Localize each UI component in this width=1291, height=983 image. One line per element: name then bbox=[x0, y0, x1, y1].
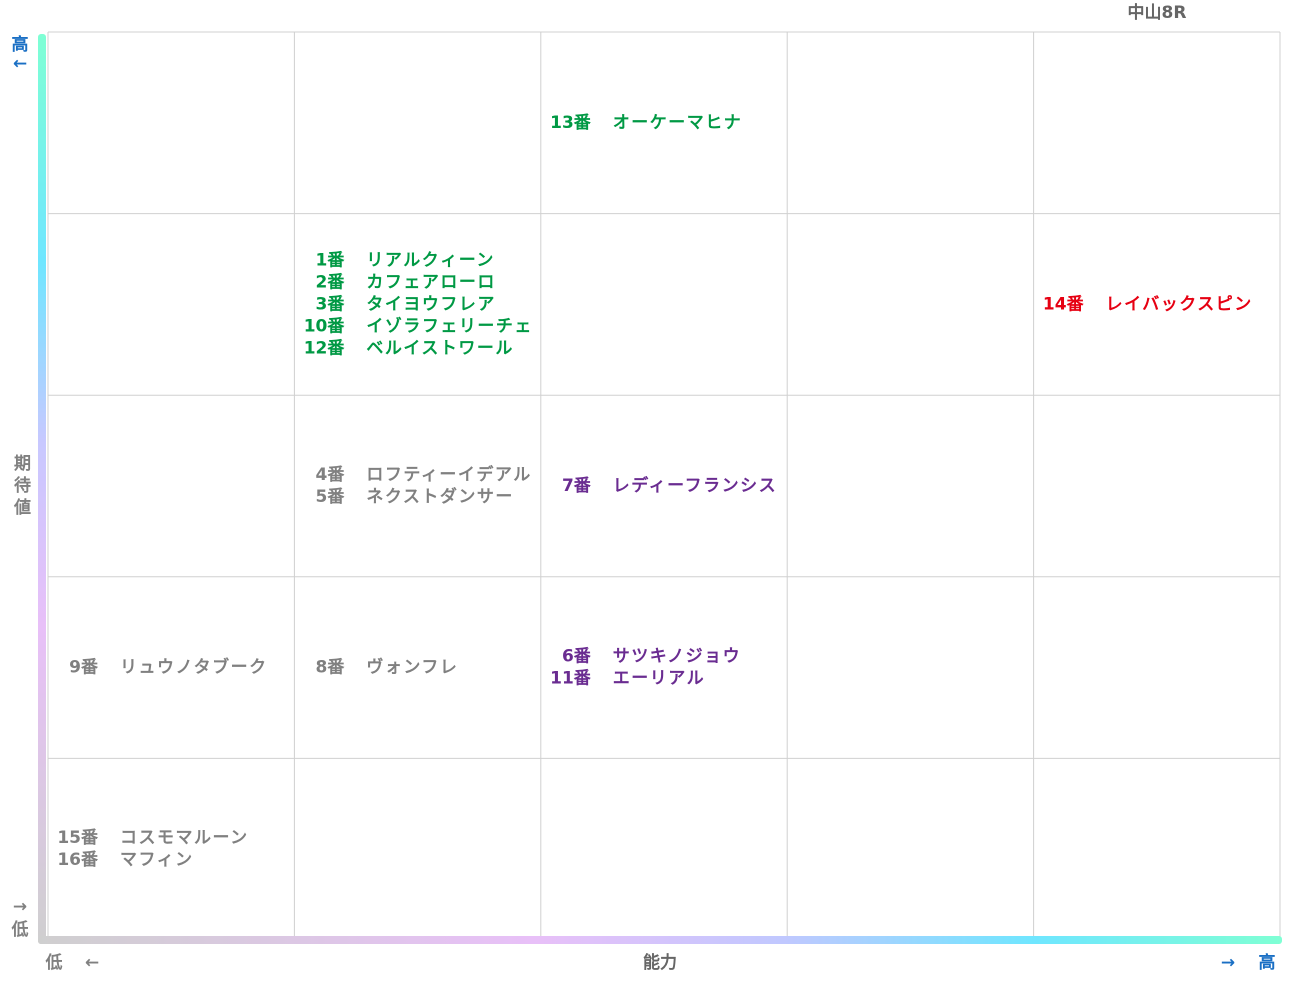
x-low-arrow: ← bbox=[85, 953, 99, 973]
entry-number: 15番 bbox=[57, 828, 99, 848]
entry-number: 6番 bbox=[562, 647, 592, 667]
entry-name: イゾラフェリーチェ bbox=[366, 316, 533, 336]
entry-name: レイバックスピン bbox=[1106, 294, 1253, 314]
entry-name: ヴォンフレ bbox=[366, 657, 458, 678]
entry-number: 12番 bbox=[304, 338, 346, 358]
entry-number: 3番 bbox=[316, 294, 346, 314]
entry-number: 8番 bbox=[316, 658, 346, 678]
x-high: 高 bbox=[1259, 952, 1276, 973]
y-low: 低 bbox=[11, 919, 29, 940]
entry-name: マフィン bbox=[120, 850, 194, 870]
entry-name: エーリアル bbox=[613, 669, 705, 689]
entry-name: リアルクィーン bbox=[366, 250, 494, 270]
entry-number: 2番 bbox=[316, 272, 346, 292]
entry-number: 5番 bbox=[316, 487, 346, 507]
y-high-arrow: ← bbox=[13, 54, 27, 74]
title: 中山8R bbox=[1128, 2, 1187, 23]
y-high: 高 bbox=[12, 34, 29, 55]
entry-name: レディーフランシス bbox=[613, 475, 777, 496]
entry-name: カフェアローロ bbox=[366, 272, 496, 292]
x-axis-bar bbox=[38, 936, 1282, 944]
entry-name: タイヨウフレア bbox=[366, 294, 496, 314]
y-label: 期待値 bbox=[10, 454, 32, 520]
entry-name: ベルイストワール bbox=[366, 338, 514, 358]
x-low: 低 bbox=[45, 952, 63, 973]
entry-number: 13番 bbox=[550, 113, 592, 133]
entry-name: ロフティーイデアル bbox=[366, 464, 531, 485]
entry-name: リュウノタブーク bbox=[120, 657, 268, 678]
entry-number: 16番 bbox=[57, 850, 99, 870]
entry-number: 4番 bbox=[316, 465, 346, 485]
entry-name: オーケーマヒナ bbox=[613, 113, 743, 133]
entry-name: コスモマルーン bbox=[120, 828, 249, 848]
entry-name: サツキノジョウ bbox=[613, 647, 741, 667]
entry-number: 1番 bbox=[316, 250, 346, 270]
x-label: 能力 bbox=[643, 952, 677, 973]
entry-number: 14番 bbox=[1043, 294, 1085, 314]
y-axis-bar bbox=[38, 34, 46, 944]
entry-number: 7番 bbox=[562, 476, 592, 496]
y-low-arrow: → bbox=[13, 897, 27, 917]
x-high-arrow: → bbox=[1221, 953, 1235, 973]
entry-number: 10番 bbox=[304, 316, 346, 336]
entry-number: 9番 bbox=[69, 658, 99, 678]
entry-number: 11番 bbox=[550, 669, 592, 689]
entry-name: ネクストダンサー bbox=[366, 486, 514, 507]
